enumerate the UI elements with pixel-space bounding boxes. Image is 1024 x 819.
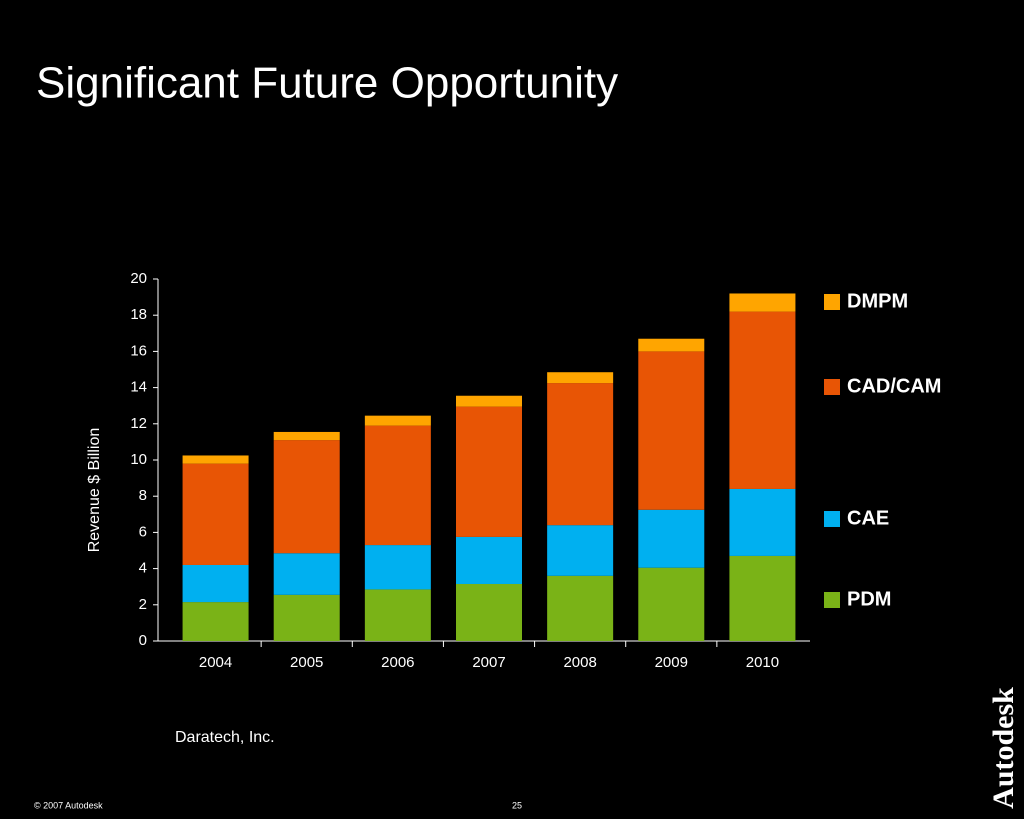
page-number: 25 [512, 800, 522, 810]
bar-segment [638, 351, 705, 510]
bar-segment [638, 567, 705, 641]
y-tick-label: 10 [130, 451, 147, 468]
x-tick-label: 2007 [472, 654, 505, 671]
source-note: Daratech, Inc. [175, 729, 275, 746]
bar-segment [638, 338, 705, 352]
bar-segment [456, 395, 522, 407]
y-tick-label: 12 [130, 415, 147, 432]
x-tick-label: 2010 [746, 654, 779, 671]
x-tick-label: 2006 [381, 654, 414, 671]
bar-segment [182, 564, 249, 603]
bar-segment [729, 488, 796, 556]
bar-segment [547, 372, 614, 384]
logo: Autodesk [987, 687, 1020, 809]
bar-segment [638, 509, 705, 568]
bar-segment [273, 594, 340, 641]
bar-segment [273, 431, 340, 441]
y-tick-label: 6 [139, 523, 147, 540]
bar-segment [547, 525, 614, 576]
bar-segment [182, 463, 249, 565]
x-tick-label: 2004 [199, 654, 232, 671]
legend-label: CAE [847, 507, 889, 529]
bar-segment [547, 575, 614, 641]
bar-segment [456, 406, 522, 537]
bar-segment [273, 440, 340, 554]
x-tick-label: 2009 [655, 654, 688, 671]
legend-label: PDM [847, 588, 891, 610]
y-axis-label: Revenue $ Billion [86, 428, 103, 553]
y-tick-label: 2 [139, 596, 147, 613]
legend-swatch [824, 379, 840, 395]
y-tick-label: 20 [130, 270, 147, 287]
legend-swatch [824, 511, 840, 527]
bar-segment [364, 589, 431, 641]
bar-segment [364, 415, 431, 426]
bar-segment [547, 383, 614, 526]
y-tick-label: 4 [139, 560, 147, 577]
bar-segment [182, 455, 249, 464]
y-tick-label: 16 [130, 342, 147, 359]
bar-segment [364, 425, 431, 546]
y-tick-label: 18 [130, 306, 147, 323]
bar-segment [729, 293, 796, 312]
bar-segment [364, 545, 431, 590]
bar-segment [456, 536, 522, 584]
y-tick-label: 14 [130, 379, 147, 396]
x-tick-label: 2005 [290, 654, 323, 671]
legend-label: CAD/CAM [847, 375, 941, 397]
legend-swatch [824, 592, 840, 608]
bar-segment [729, 555, 796, 641]
y-tick-label: 0 [139, 632, 147, 649]
copyright: © 2007 Autodesk [34, 800, 103, 810]
bar-segment [273, 553, 340, 595]
bar-segment [456, 583, 522, 641]
legend-label: DMPM [847, 290, 908, 312]
bar-segment [182, 602, 249, 641]
bar-segment [729, 311, 796, 489]
legend-swatch [824, 294, 840, 310]
x-tick-label: 2008 [563, 654, 596, 671]
y-tick-label: 8 [139, 487, 147, 504]
slide-title: Significant Future Opportunity [36, 59, 618, 108]
